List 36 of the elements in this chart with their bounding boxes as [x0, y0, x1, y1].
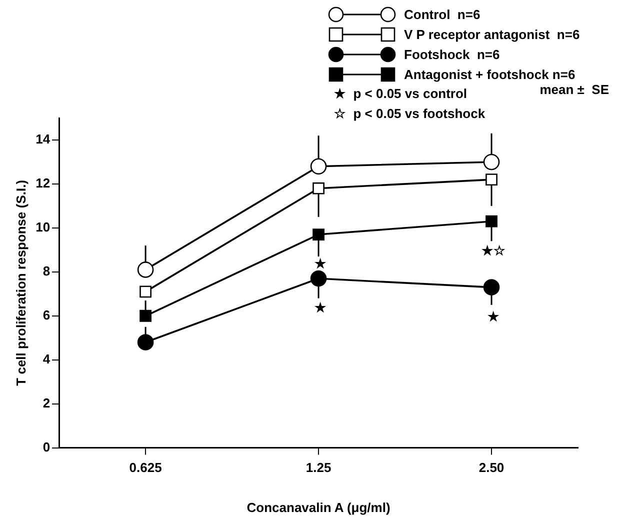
point — [312, 228, 324, 240]
text: mean ± SE — [540, 82, 609, 97]
point — [486, 215, 498, 228]
point — [483, 279, 500, 296]
point — [137, 334, 154, 350]
text: ★ p < 0.05 vs control — [334, 86, 468, 101]
x-tick-label: 1.25 — [306, 460, 332, 476]
point — [483, 154, 500, 170]
annotation: ★ — [314, 256, 327, 272]
y-tick-label: 10 — [36, 220, 50, 235]
point — [140, 286, 152, 298]
x-tick-label: 2.50 — [478, 460, 504, 476]
legend-label: V P receptor antagonist n=6 — [404, 26, 580, 42]
annotation: ★☆ — [482, 242, 506, 258]
y-tick-label: 12 — [36, 176, 50, 191]
point — [140, 310, 152, 322]
point — [137, 262, 154, 278]
legend-label: Antagonist + footshock n=6 — [404, 66, 576, 82]
annotation: ★ — [314, 300, 327, 316]
point — [310, 158, 327, 175]
y-tick-label: 2 — [42, 395, 50, 410]
y-tick-label: 14 — [36, 132, 51, 147]
point — [486, 174, 498, 186]
annotation: ★ — [488, 308, 500, 324]
y-tick-label: 8 — [42, 263, 50, 278]
annotation: ☆ p < 0.05 vs footshock — [333, 105, 486, 123]
x-tick-label: 0.625 — [129, 460, 162, 476]
legend-label: Footshock n=6 — [404, 46, 500, 62]
point — [312, 182, 324, 194]
y-tick-label: 0 — [42, 439, 50, 454]
y-tick-label: 4 — [42, 351, 51, 366]
y-tick-label: 6 — [42, 307, 50, 322]
x-axis-title: Concanavalin A (μg/ml) — [246, 500, 390, 515]
point — [310, 270, 327, 287]
legend-label: Control n=6 — [404, 6, 480, 22]
y-axis-title: T cell proliferation response (S.I.) — [13, 180, 28, 386]
